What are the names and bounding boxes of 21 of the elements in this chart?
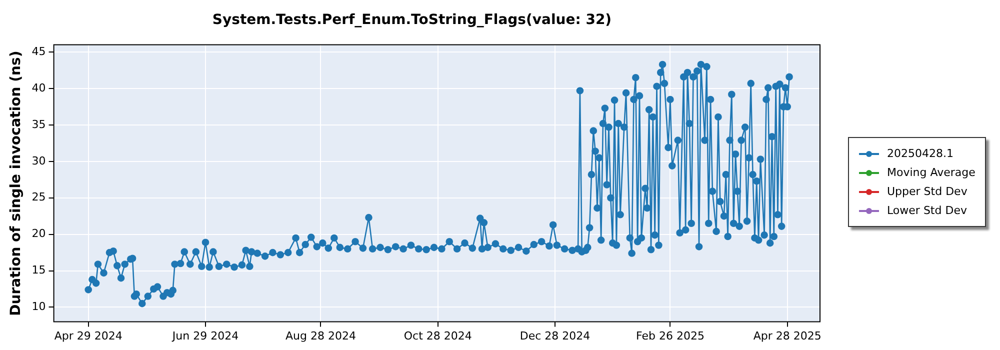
y-tick-label: 25 [32,190,46,204]
legend-label: Moving Average [887,166,976,179]
x-tick-label: Aug 28 2024 [285,329,356,342]
legend-label: Upper Std Dev [887,185,968,198]
x-tick-label: Dec 28 2024 [520,329,590,342]
x-tick-label: Apr 29 2024 [54,329,122,342]
y-tick-label: 20 [32,227,46,240]
legend-label: Lower Std Dev [887,204,967,217]
x-tick-label: Feb 26 2025 [636,329,704,342]
y-tick-label: 35 [32,118,46,131]
x-tick-label: Oct 28 2024 [404,329,472,342]
y-tick-label: 30 [32,154,46,168]
y-tick-label: 45 [32,44,46,58]
legend-label: 20250428.1 [887,147,954,160]
chart-title: System.Tests.Perf_Enum.ToString_Flags(value: 32) [212,12,612,28]
y-axis-title: Duration of single invocation (ns) [8,50,24,316]
x-tick-label: Jun 29 2024 [171,329,239,342]
x-tick-label: Apr 28 2025 [753,329,822,342]
y-tick-label: 10 [32,300,46,314]
y-tick-label: 15 [32,264,46,277]
y-tick-label: 40 [32,81,46,94]
